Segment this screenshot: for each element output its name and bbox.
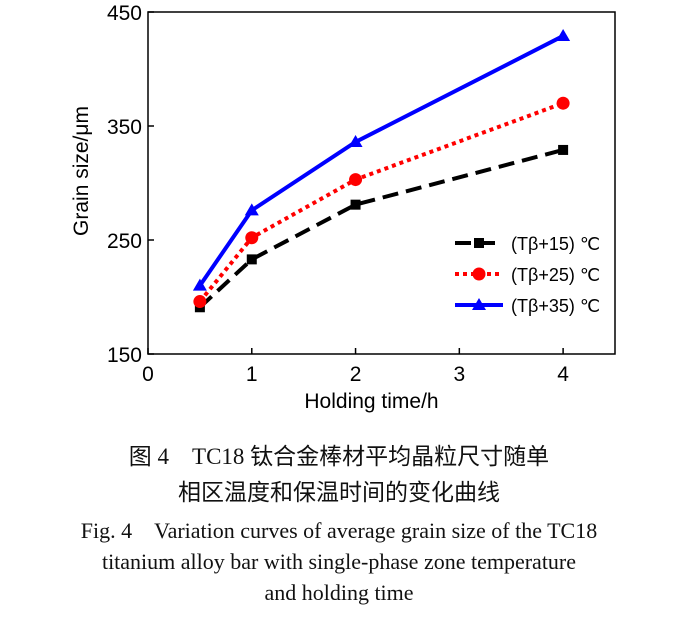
y-tick-label: 450 — [107, 2, 142, 25]
data-point-circle — [472, 267, 486, 281]
legend-label: (Tβ+25) ℃ — [511, 265, 600, 285]
y-axis-label: Grain size/μm — [70, 106, 93, 236]
x-tick-label: 0 — [142, 363, 154, 386]
data-point-circle — [556, 96, 570, 110]
caption-cn-line2: 相区温度和保温时间的变化曲线 — [178, 480, 500, 505]
x-tick-label: 2 — [350, 363, 362, 386]
y-tick-label: 250 — [107, 230, 142, 253]
data-point-triangle — [244, 203, 259, 216]
caption-en-line1: Fig. 4 Variation curves of average grain… — [80, 518, 598, 543]
data-point-triangle — [472, 298, 486, 310]
series-line — [198, 148, 564, 309]
y-tick-label: 150 — [107, 344, 142, 367]
data-point-square — [350, 199, 361, 210]
legend-label: (Tβ+35) ℃ — [511, 296, 600, 316]
data-point-triangle — [348, 134, 363, 147]
x-tick-label: 3 — [453, 363, 465, 386]
data-point-square — [558, 144, 569, 155]
caption-en-line2: titanium alloy bar with single-phase zon… — [101, 549, 577, 574]
y-tick-label: 350 — [107, 116, 142, 139]
series-line — [198, 101, 564, 303]
legend-label: (Tβ+15) ℃ — [511, 234, 600, 254]
data-point-square — [474, 238, 484, 248]
series-line — [198, 34, 565, 287]
x-tick-label: 1 — [246, 363, 258, 386]
data-point-circle — [245, 231, 259, 245]
grain-size-chart: 0 1 2 3 4 150 250 350 450 Holding time/h Grain siz… — [70, 2, 616, 413]
data-point-triangle — [192, 278, 207, 291]
caption-en-line3: and holding time — [264, 580, 414, 605]
x-tick-label: 4 — [557, 363, 569, 386]
data-point-circle — [349, 173, 363, 187]
data-point-circle — [193, 295, 207, 309]
data-point-triangle — [556, 28, 571, 41]
x-axis-label: Holding time/h — [304, 390, 438, 413]
caption-cn-line1: 图 4 TC18 钛合金棒材平均晶粒尺寸随单 — [128, 444, 550, 469]
data-point-square — [246, 254, 257, 265]
plot-frame — [147, 11, 616, 355]
